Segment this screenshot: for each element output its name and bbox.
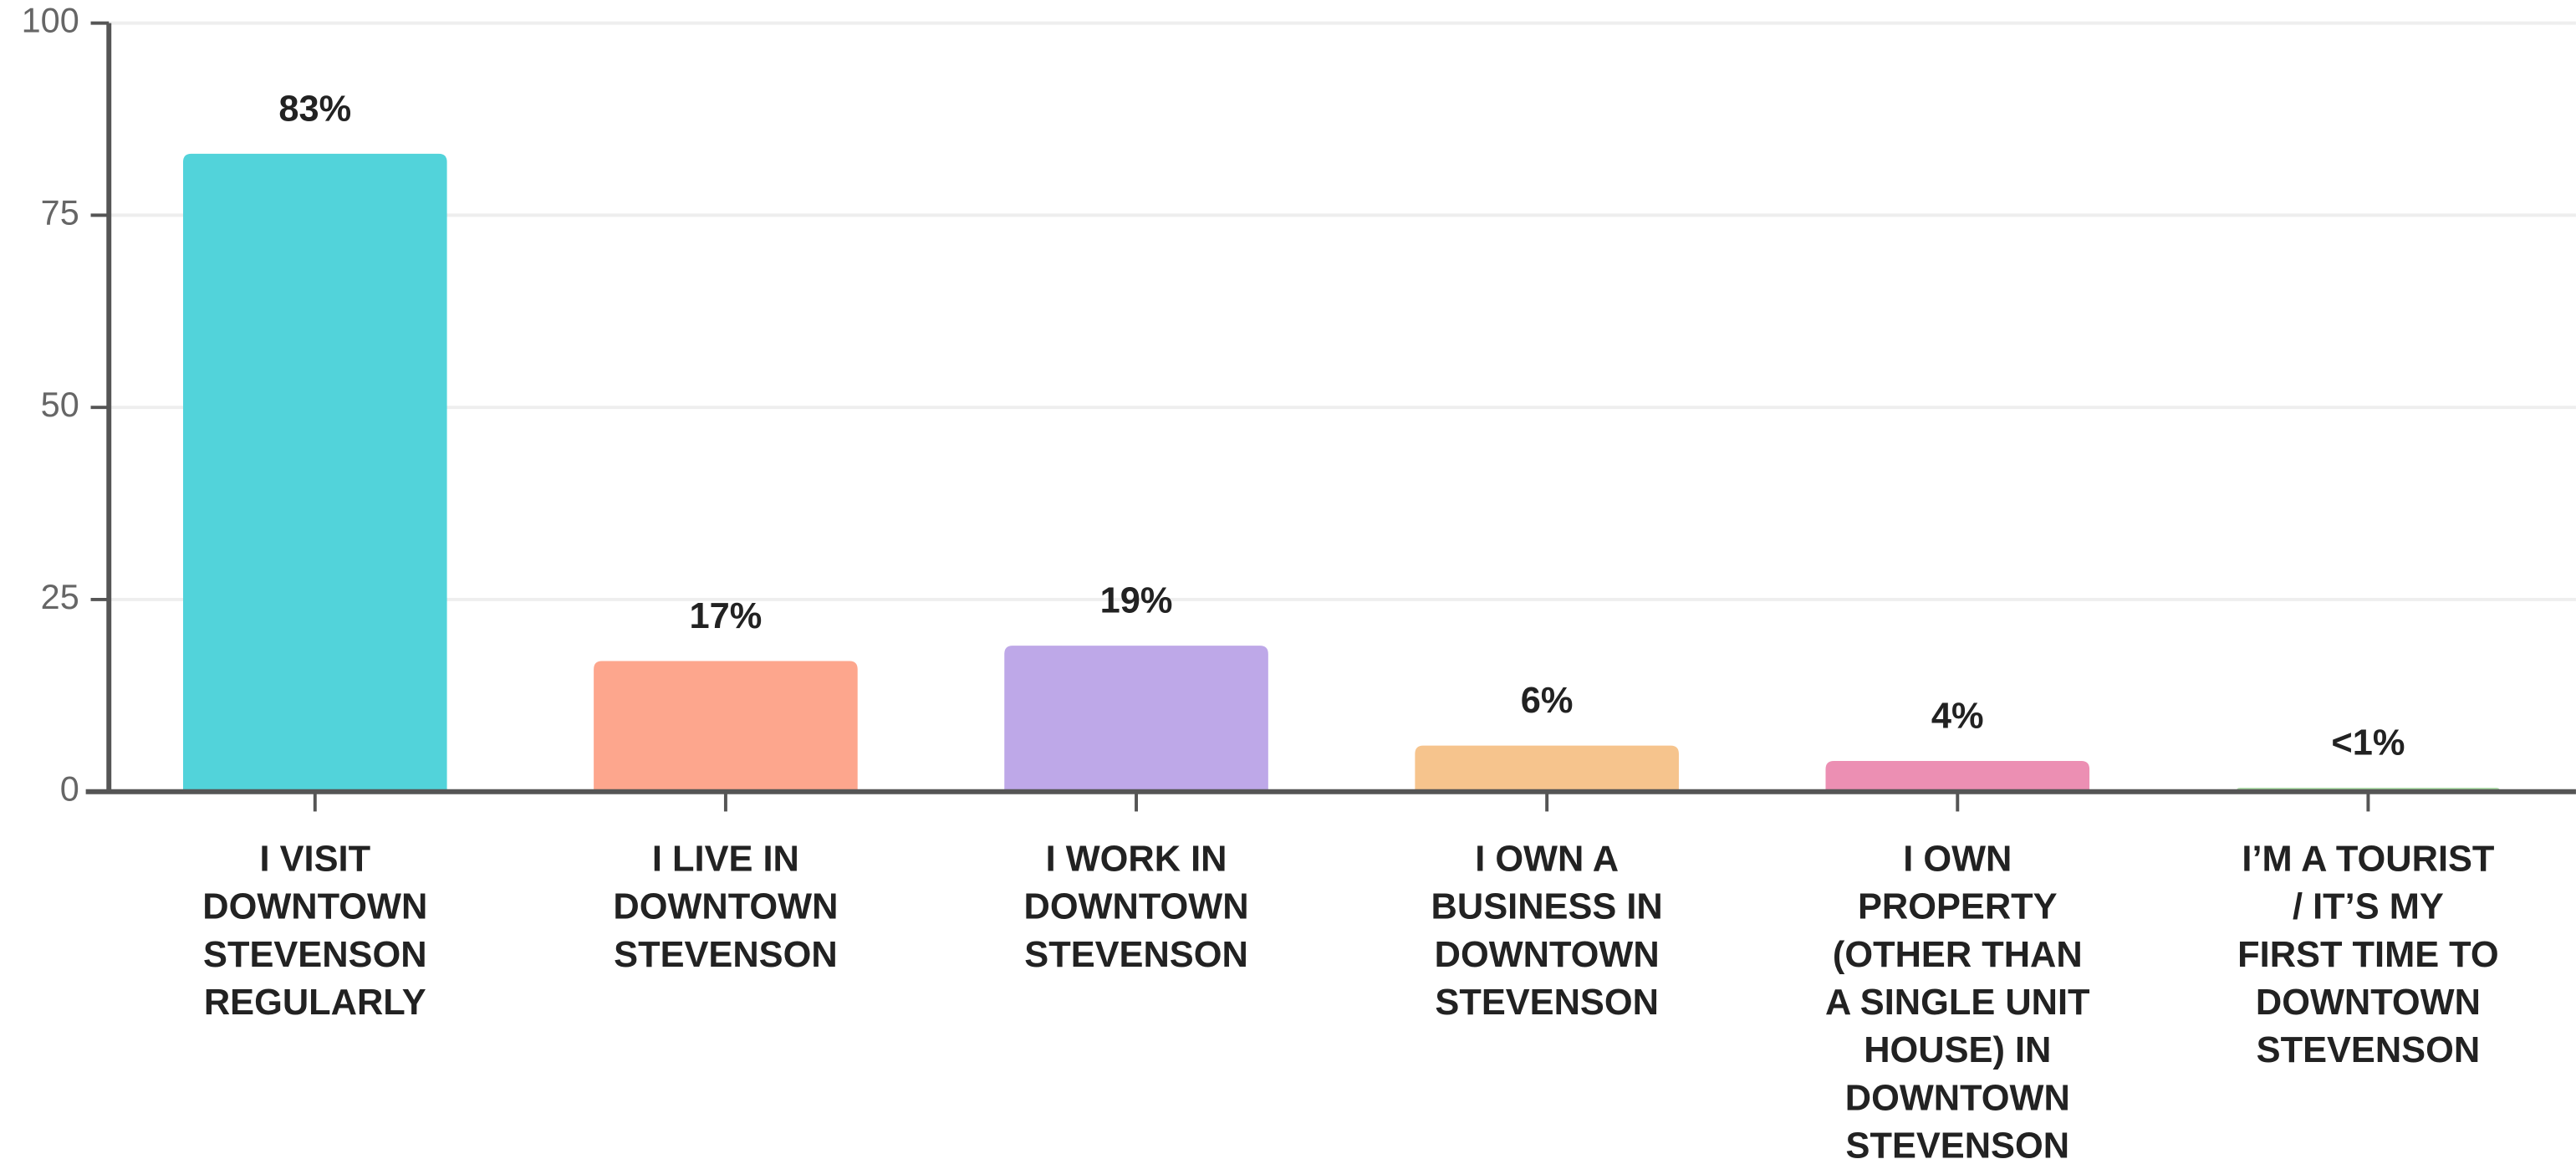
x-tick-label-line: DOWNTOWN [2256,983,2481,1023]
x-tick-label-line: (OTHER THAN [1833,935,2083,975]
x-tick-label-line: STEVENSON [2257,1030,2481,1070]
x-tick-label: I OWN A BUSINESS IN DOWNTOWN STEVENSON [1431,839,1663,1023]
y-tick-label: 75 [41,193,79,232]
x-tick-label-line: DOWNTOWN [1024,887,1249,927]
value-label: <1% [2331,723,2405,763]
x-tick-label-line: STEVENSON [1435,983,1659,1023]
x-tick-label-line: A SINGLE UNIT [1825,983,2090,1023]
x-tick-label: I OWN PROPERTY (OTHER THAN A SINGLE UNIT HOU… [1825,839,2090,1159]
x-tick-label-line: HOUSE) IN [1864,1030,2051,1070]
x-tick-label-line: STEVENSON [1024,935,1248,975]
x-tick-label-line: FIRST TIME TO [2237,935,2498,975]
x-tick-label-line: DOWNTOWN [1845,1078,2070,1118]
x-tick-label-line: DOWNTOWN [613,887,838,927]
value-label: 19% [1100,581,1173,621]
bar [1825,760,2090,792]
bar [594,661,858,792]
x-tick-label-line: BUSINESS IN [1431,887,1663,927]
bar [182,153,447,792]
x-tick-label-line: I WORK IN [1046,839,1227,879]
y-tick-label: 50 [41,385,79,424]
value-label: 4% [1931,697,1984,737]
x-tick-label-line: DOWNTOWN [1435,935,1660,975]
x-tick-label-line: I VISIT [260,839,371,879]
x-tick-label-line: I OWN [1903,839,2012,879]
x-tick-label-line: I OWN A [1475,839,1619,879]
y-tick-label: 0 [60,770,79,809]
y-tick-label: 25 [41,578,79,616]
x-tick-label-line: PROPERTY [1858,887,2058,927]
x-tick-label-line: STEVENSON [1846,1126,2070,1159]
x-tick-label: I VISIT DOWNTOWN STEVENSON REGULARLY [202,839,427,1023]
value-label: 6% [1521,681,1574,721]
x-tick-label-line: DOWNTOWN [202,887,427,927]
x-tick-label-line: REGULARLY [204,983,426,1023]
bar [1004,646,1268,792]
x-tick-label-line: / IT’S MY [2293,887,2444,927]
value-label: 83% [278,89,351,129]
value-label: 17% [690,596,763,636]
x-tick-label: I WORK IN DOWNTOWN STEVENSON [1024,839,1249,974]
x-tick-label-line: I LIVE IN [652,839,799,879]
x-tick-label-line: STEVENSON [614,935,838,975]
y-tick-label: 100 [22,2,79,40]
x-tick-label: I LIVE IN DOWNTOWN STEVENSON [613,839,838,974]
x-tick-label-line: I’M A TOURIST [2242,839,2495,879]
bar [1415,745,1679,792]
x-tick-label: I’M A TOURIST / IT’S MY FIRST TIME TO DOWNT… [2237,839,2498,1070]
x-tick-label-line: STEVENSON [203,935,427,975]
